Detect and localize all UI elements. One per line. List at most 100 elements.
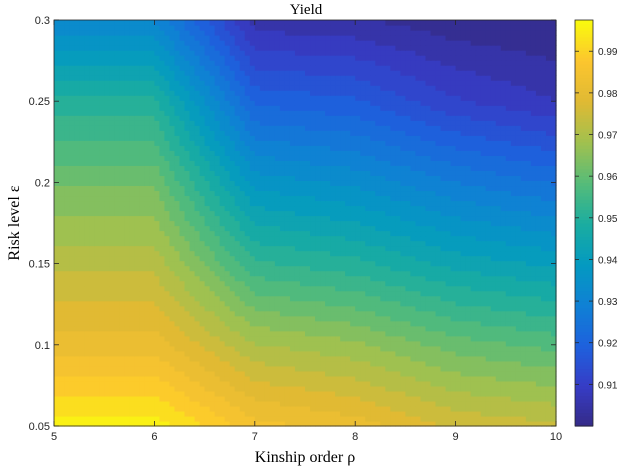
contour-cell (520, 195, 527, 202)
contour-cell (209, 260, 216, 267)
contour-cell (234, 205, 241, 212)
contour-cell (350, 335, 356, 342)
contour-cell (495, 250, 502, 257)
contour-cell (505, 175, 512, 181)
contour-cell (440, 315, 447, 322)
contour-cell (289, 420, 296, 427)
contour-cell (395, 230, 401, 237)
contour-cell (535, 410, 542, 417)
contour-cell (355, 275, 361, 282)
contour-cell (259, 325, 266, 332)
contour-cell (430, 375, 437, 382)
contour-cell (299, 280, 306, 287)
contour-cell (104, 205, 110, 212)
contour-cell (365, 380, 371, 387)
contour-cell (189, 280, 196, 287)
contour-cell (289, 315, 296, 322)
contour-cell (249, 260, 256, 267)
contour-cell (294, 420, 301, 427)
contour-cell (490, 305, 497, 312)
contour-cell (224, 290, 231, 297)
contour-cell (264, 335, 271, 342)
contour-cell (460, 175, 467, 181)
contour-cell (59, 175, 65, 181)
contour-cell (69, 335, 75, 342)
contour-cell (69, 175, 75, 181)
contour-cell (335, 270, 341, 277)
contour-cell (294, 215, 301, 222)
contour-cell (144, 325, 150, 332)
contour-cell (445, 245, 452, 252)
contour-cell (545, 210, 552, 217)
contour-cell (159, 380, 166, 387)
contour-cell (395, 395, 401, 402)
contour-cell (204, 240, 211, 247)
contour-cell (445, 235, 452, 242)
contour-cell (299, 390, 306, 397)
contour-cell (505, 270, 512, 277)
contour-cell (244, 220, 251, 227)
contour-cell (410, 215, 417, 222)
contour-cell (154, 245, 161, 252)
contour-cell (550, 215, 557, 222)
contour-cell (360, 365, 366, 372)
contour-cell (74, 190, 80, 197)
contour-cell (535, 375, 542, 382)
contour-cell (234, 380, 241, 387)
contour-cell (214, 190, 221, 197)
contour-cell (445, 345, 452, 352)
contour-cell (84, 295, 90, 302)
contour-cell (365, 340, 371, 347)
contour-cell (74, 260, 80, 267)
contour-cell (490, 210, 497, 217)
contour-cell (199, 410, 206, 417)
contour-cell (254, 335, 261, 342)
contour-cell (495, 360, 502, 367)
contour-cell (214, 240, 221, 247)
contour-cell (289, 240, 296, 247)
contour-cell (335, 290, 341, 297)
contour-cell (249, 210, 256, 217)
contour-cell (455, 330, 462, 337)
contour-cell (274, 175, 281, 181)
contour-cell (139, 195, 145, 202)
contour-cell (415, 300, 422, 307)
contour-cell (325, 305, 331, 312)
contour-cell (505, 230, 512, 237)
contour-cell (315, 360, 321, 367)
contour-cell (330, 265, 336, 272)
contour-cell (59, 400, 65, 407)
contour-cell (500, 285, 507, 292)
contour-cell (355, 315, 361, 322)
contour-cell (124, 285, 130, 292)
contour-cell (430, 245, 437, 252)
contour-cell (159, 350, 166, 357)
contour-cell (370, 220, 376, 227)
contour-cell (94, 380, 100, 387)
contour-cell (249, 355, 256, 362)
contour-cell (415, 365, 422, 372)
contour-cell (460, 180, 467, 187)
contour-cell (500, 380, 507, 387)
contour-cell (189, 310, 196, 317)
contour-cell (69, 300, 75, 307)
contour-cell (305, 355, 311, 362)
contour-cell (289, 390, 296, 397)
contour-cell (325, 380, 331, 387)
contour-cell (244, 200, 251, 207)
contour-cell (490, 360, 497, 367)
contour-cell (239, 350, 246, 357)
contour-cell (289, 300, 296, 307)
contour-cell (59, 360, 65, 367)
contour-cell (139, 310, 145, 317)
contour-cell (239, 195, 246, 202)
contour-cell (420, 370, 427, 377)
contour-cell (370, 410, 376, 417)
contour-cell (154, 395, 161, 402)
contour-cell (79, 235, 85, 242)
contour-cell (540, 245, 547, 252)
contour-cell (269, 305, 276, 312)
contour-cell (370, 395, 376, 402)
contour-cell (540, 370, 547, 377)
contour-cell (510, 285, 517, 292)
